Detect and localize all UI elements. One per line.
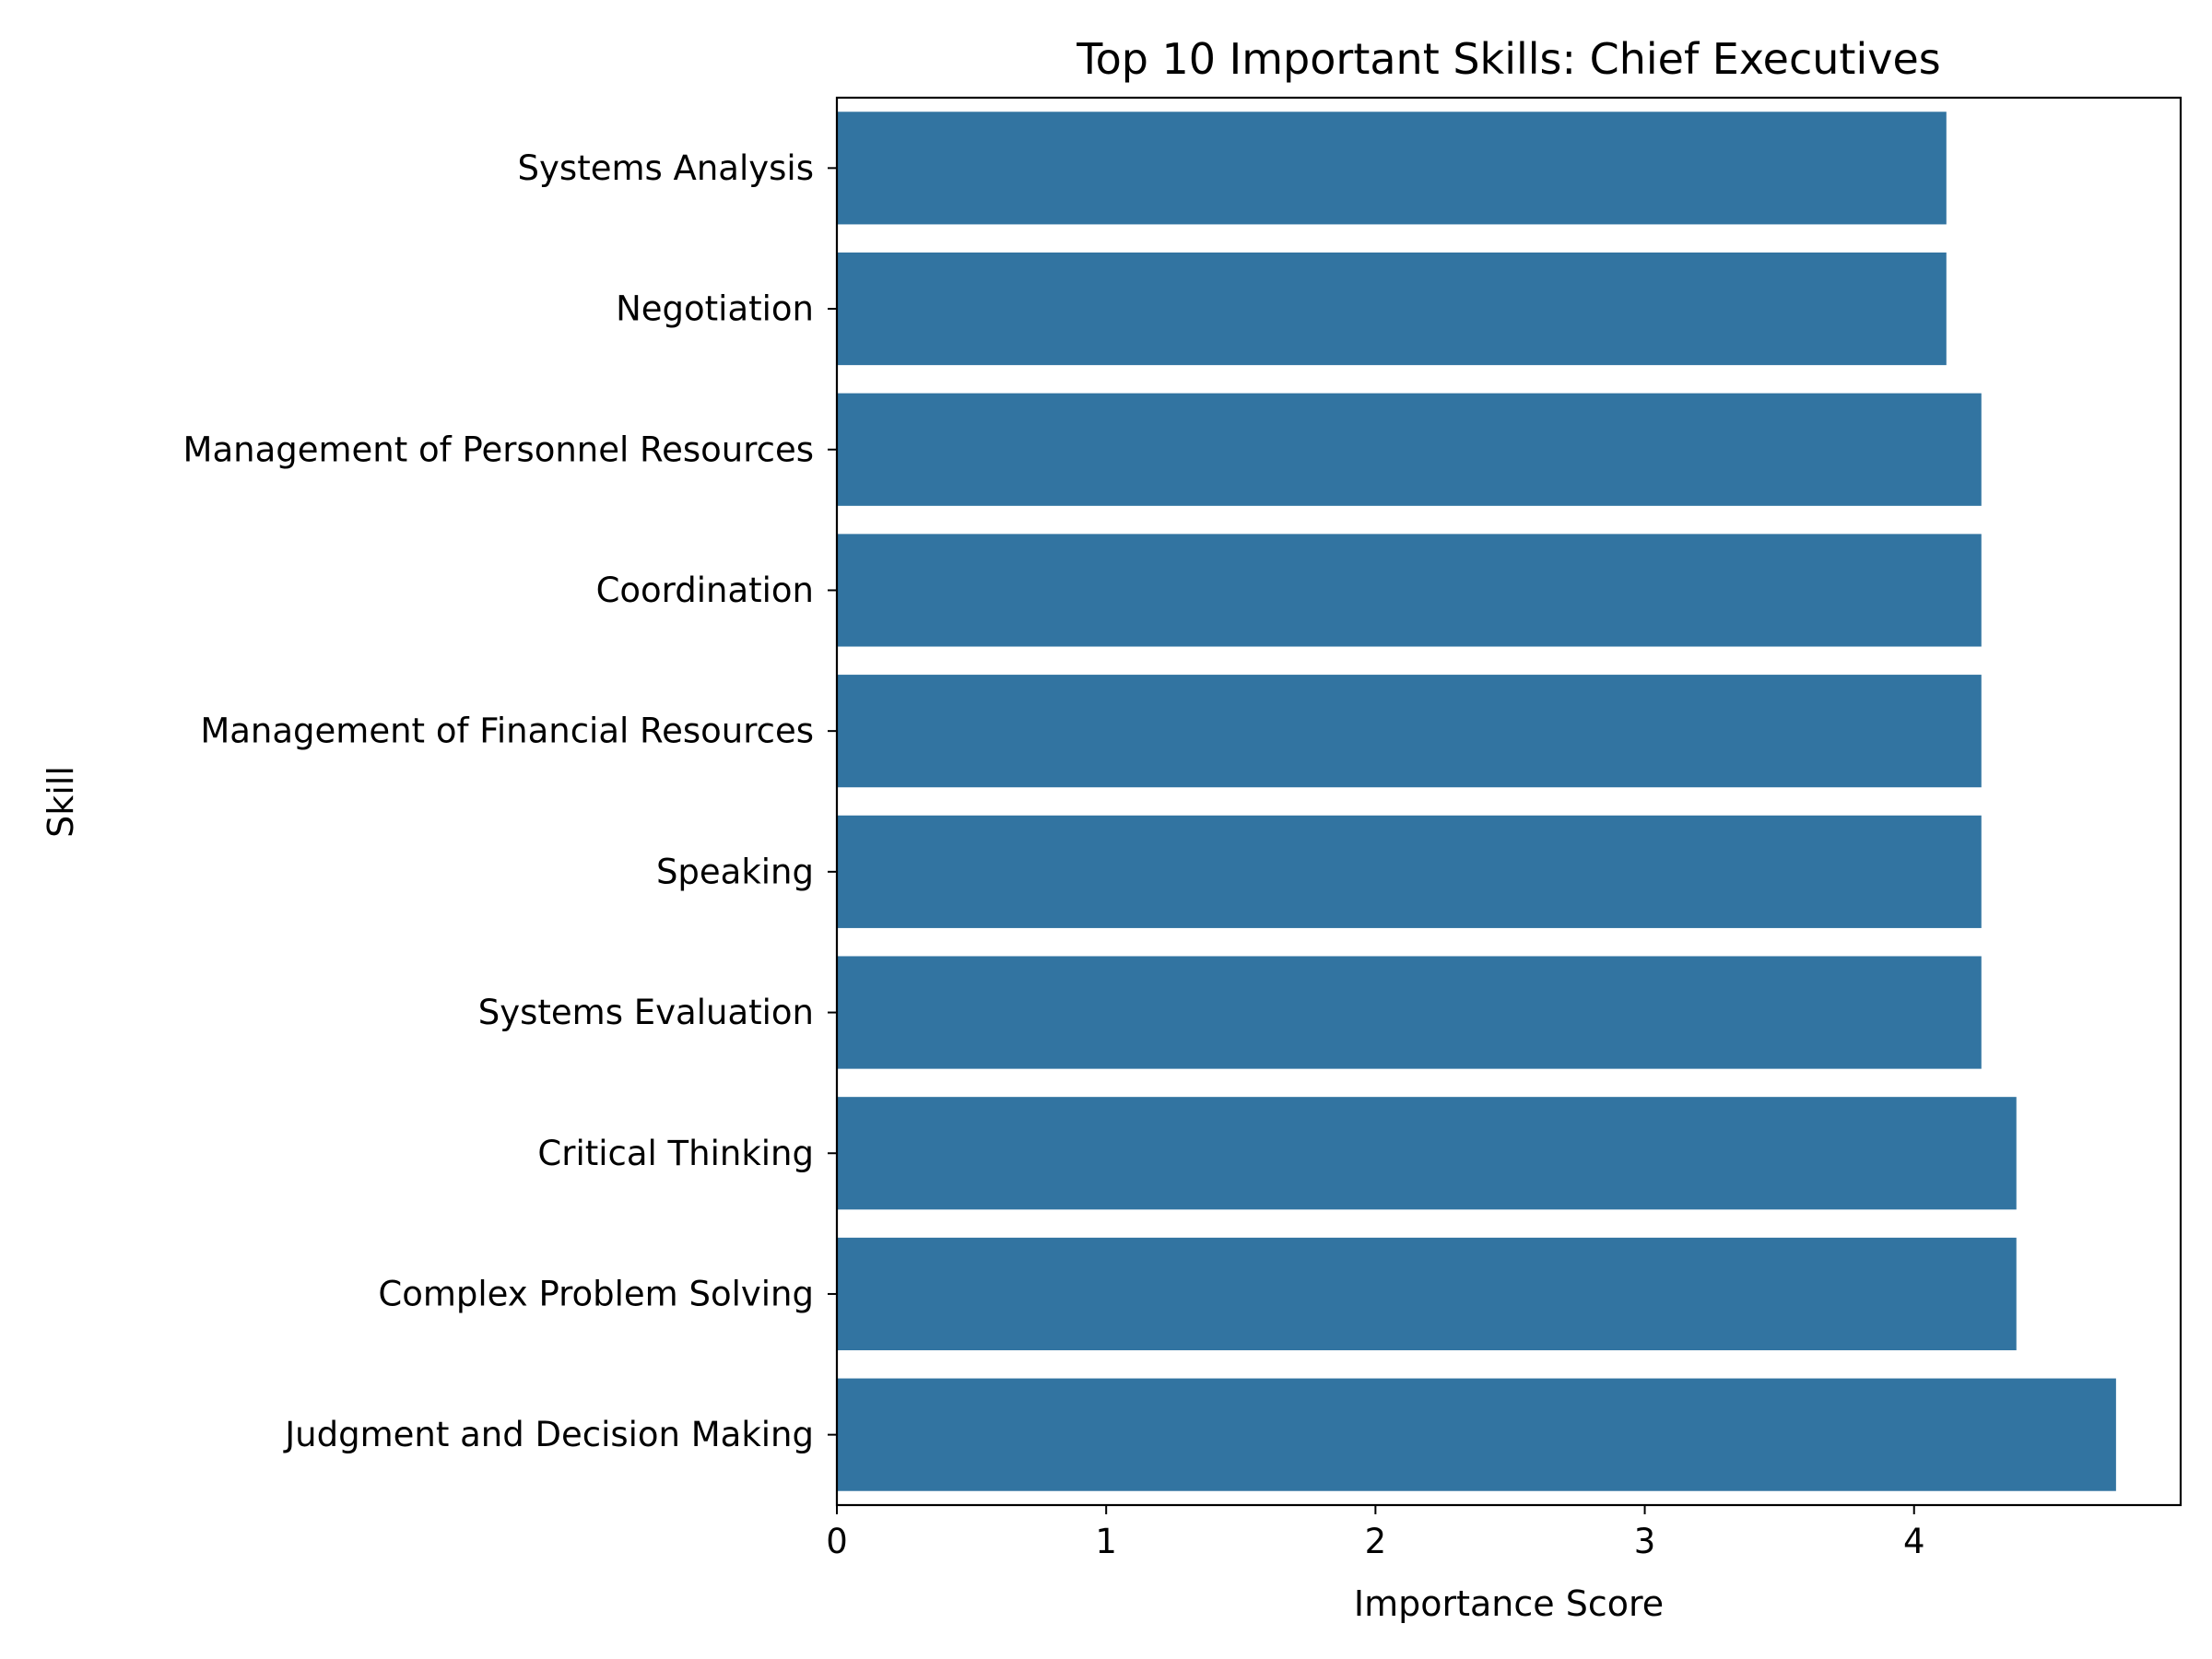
bar-management-of-financial-resources xyxy=(837,675,1982,788)
chart-title: Top 10 Important Skills: Chief Executive… xyxy=(1076,34,1940,84)
y-axis-ticks: Systems Analysis Negotiation Management of… xyxy=(183,148,837,1454)
bar-judgment-and-decision-making xyxy=(837,1378,2116,1491)
y-axis-label: Skill xyxy=(41,766,81,838)
bars-group xyxy=(837,112,2116,1491)
x-axis-label: Importance Score xyxy=(1354,1583,1664,1624)
bar-critical-thinking xyxy=(837,1097,2017,1210)
x-tick-label: 4 xyxy=(1903,1522,1925,1561)
y-tick-label: Systems Evaluation xyxy=(478,993,814,1032)
bar-systems-evaluation xyxy=(837,956,1982,1069)
y-tick-label: Speaking xyxy=(656,852,814,891)
y-tick-label: Management of Financial Resources xyxy=(200,712,814,751)
bar-systems-analysis xyxy=(837,112,1947,225)
bar-complex-problem-solving xyxy=(837,1237,2017,1351)
y-tick-label: Judgment and Decision Making xyxy=(283,1415,814,1454)
plot-frame xyxy=(835,96,2183,1507)
bar-management-of-personnel-resources xyxy=(837,393,1982,506)
bar-coordination xyxy=(837,534,1982,647)
bar-speaking xyxy=(837,815,1982,928)
x-tick-label: 1 xyxy=(1095,1522,1117,1561)
y-tick-label: Management of Personnel Resources xyxy=(183,429,814,469)
y-tick-label: Coordination xyxy=(596,571,814,610)
x-tick-label: 2 xyxy=(1365,1522,1387,1561)
x-tick-label: 0 xyxy=(826,1522,848,1561)
y-tick-label: Negotiation xyxy=(616,289,814,329)
bar-negotiation xyxy=(837,252,1947,366)
y-tick-label: Complex Problem Solving xyxy=(378,1274,814,1313)
x-tick-label: 3 xyxy=(1634,1522,1656,1561)
x-axis-ticks: 0 1 2 3 4 xyxy=(826,1505,1925,1561)
y-tick-label: Critical Thinking xyxy=(537,1134,814,1173)
y-tick-label: Systems Analysis xyxy=(518,148,814,188)
